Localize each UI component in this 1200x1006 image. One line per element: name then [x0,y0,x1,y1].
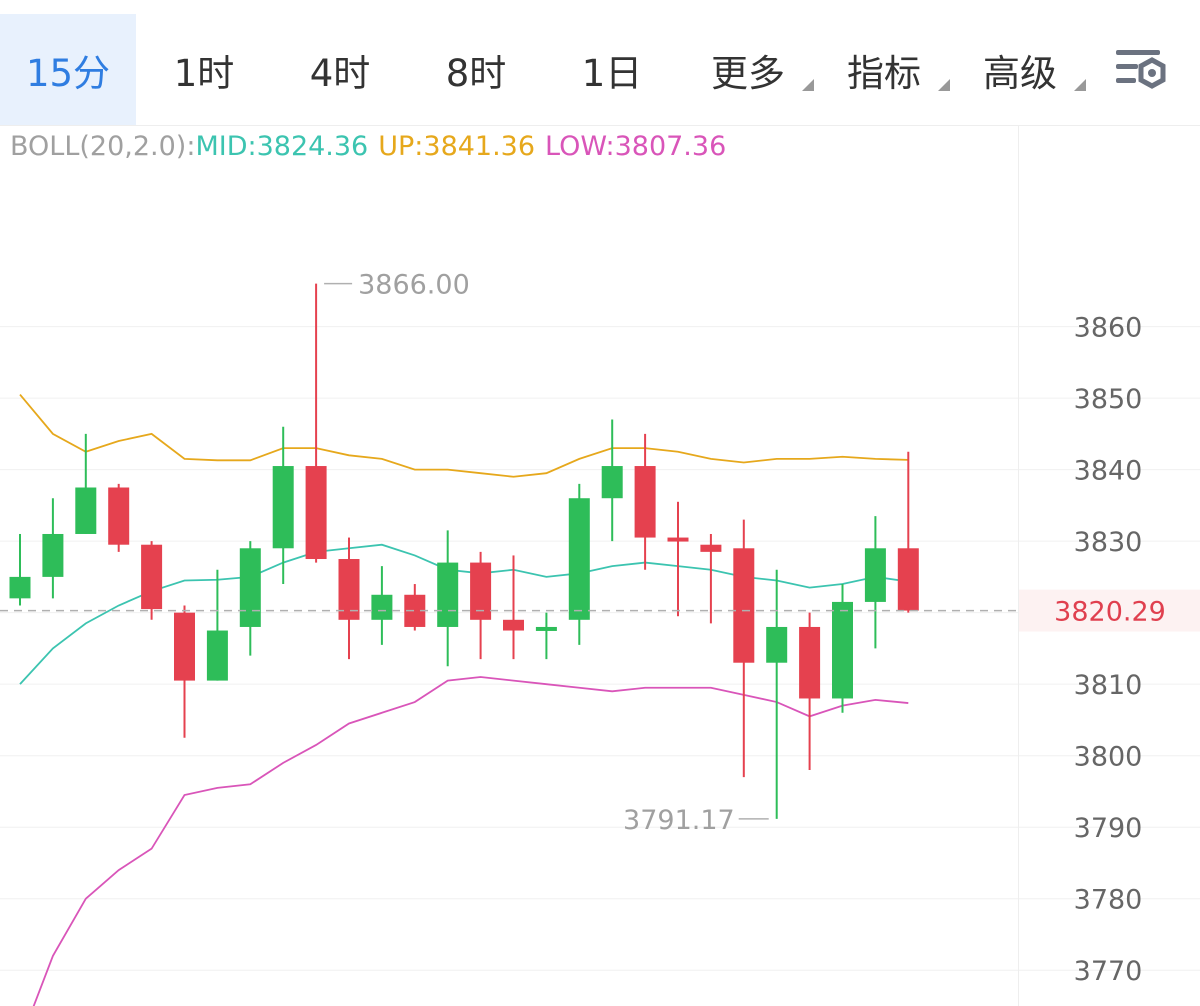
tab-label: 1日 [581,51,643,95]
candle-body[interactable] [733,548,755,663]
candle-body[interactable] [437,562,459,627]
candle-body[interactable] [700,544,722,552]
candle-body[interactable] [42,533,64,577]
boll-low-value: LOW:3807.36 [545,130,727,162]
dropdown-triangle-icon [938,79,950,91]
low-marker-label: 3791.17 [623,805,735,836]
boll-name: BOLL(20,2.0): [10,130,196,162]
candle-body[interactable] [766,626,788,663]
y-tick-label: 3810 [1074,670,1143,701]
y-tick-label: 3850 [1074,384,1143,415]
timeframe-toolbar: 15分 1时 4时 8时 1日 更多 指标 高级 [0,0,1200,125]
boll-up-line [19,393,909,478]
boll-mid-line [19,543,909,685]
tab-5[interactable]: 更多 [680,14,816,125]
candle-body[interactable] [503,619,524,631]
tab-1[interactable]: 1时 [136,14,272,125]
tab-4[interactable]: 1日 [544,14,680,125]
y-tick-label: 3780 [1074,885,1143,916]
tab-0[interactable]: 15分 [0,14,136,125]
candle-body[interactable] [174,612,195,681]
candle-body[interactable] [667,537,689,542]
dropdown-triangle-icon [802,79,814,91]
candle-body[interactable] [799,626,821,699]
y-tick-label: 3830 [1074,527,1143,558]
candle-body[interactable] [9,576,31,599]
tab-label: 高级 [983,51,1057,95]
candle-body[interactable] [864,548,886,602]
candle-body[interactable] [470,562,492,620]
candle-body[interactable] [634,466,656,538]
boll-indicator-legend: BOLL(20,2.0): MID:3824.36 UP:3841.36 LOW… [10,126,726,166]
y-tick-label: 3840 [1074,456,1143,487]
candle-body[interactable] [338,559,360,620]
y-tick-label: 3770 [1074,956,1143,987]
tab-2[interactable]: 4时 [272,14,408,125]
y-tick-label: 3860 [1074,313,1143,344]
boll-low-line [32,676,909,1006]
candle-body[interactable] [832,601,853,699]
tab-label: 指标 [847,51,921,95]
candle-body[interactable] [206,630,228,681]
candle-body[interactable] [601,466,623,499]
current-price-label: 3820.29 [1054,597,1166,628]
tab-7[interactable]: 高级 [952,14,1088,125]
candle-body[interactable] [239,548,261,627]
tab-3[interactable]: 8时 [408,14,544,125]
candle-body[interactable] [108,487,130,545]
tab-label: 8时 [445,51,507,95]
y-tick-label: 3790 [1074,813,1143,844]
tab-label: 4时 [309,51,371,95]
candle-body[interactable] [897,548,919,611]
tab-label: 15分 [25,51,111,95]
tab-label: 更多 [711,51,785,95]
y-tick-label: 3800 [1074,742,1143,773]
candle-body[interactable] [371,594,393,620]
boll-up-value: UP:3841.36 [378,130,536,162]
high-marker-label: 3866.00 [358,270,470,301]
dropdown-triangle-icon [1074,79,1086,91]
tab-label: 1时 [173,51,235,95]
candle-body[interactable] [404,594,426,627]
candle-body[interactable] [75,487,97,534]
candle-body[interactable] [141,544,163,610]
current-price-label-bg [1019,589,1200,632]
candle-body[interactable] [305,466,327,560]
candle-body[interactable] [272,466,294,549]
boll-mid-value: MID:3824.36 [195,130,369,162]
tab-6[interactable]: 指标 [816,14,952,125]
candle-body[interactable] [535,626,557,631]
chart-settings-icon[interactable] [1112,42,1172,98]
candle-body[interactable] [568,498,590,620]
